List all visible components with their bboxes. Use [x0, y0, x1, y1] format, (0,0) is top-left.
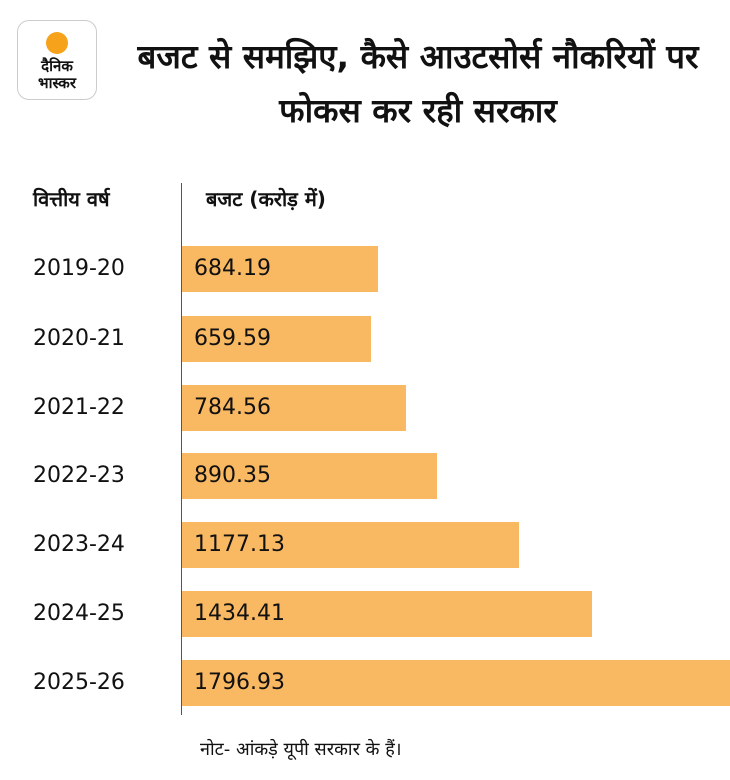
bar-row: 2023-24 1177.13 [0, 522, 730, 568]
bar [182, 246, 378, 292]
bar [182, 660, 730, 706]
value-label: 1434.41 [194, 601, 285, 626]
bar [182, 453, 437, 499]
chart-title: बजट से समझिए, कैसे आउटसोर्स नौकरियों पर … [137, 37, 699, 130]
category-label: 2023-24 [33, 532, 125, 557]
value-label: 1177.13 [194, 532, 285, 557]
bar-row: 2021-22 784.56 [0, 385, 730, 431]
bar [182, 522, 519, 568]
bar [182, 385, 407, 431]
axis-line [181, 183, 182, 715]
category-label: 2020-21 [33, 326, 125, 351]
bar-row: 2019-20 684.19 [0, 246, 730, 292]
value-label: 890.35 [194, 463, 271, 488]
sun-icon [46, 32, 68, 54]
category-label: 2024-25 [33, 601, 125, 626]
category-label: 2019-20 [33, 256, 125, 281]
footnote: नोट- आंकड़े यूपी सरकार के हैं। [200, 739, 402, 760]
bar [182, 316, 371, 362]
dainik-bhaskar-logo: दैनिक भास्कर [17, 20, 97, 100]
category-label: 2025-26 [33, 670, 125, 695]
logo-line2: भास्कर [38, 74, 76, 92]
bar-row: 2020-21 659.59 [0, 316, 730, 362]
bar [182, 591, 593, 637]
y-axis-header: वित्तीय वर्ष [33, 187, 110, 211]
bar-row: 2024-25 1434.41 [0, 591, 730, 637]
bar-row: 2022-23 890.35 [0, 453, 730, 499]
value-label: 659.59 [194, 326, 271, 351]
value-label: 684.19 [194, 256, 271, 281]
x-axis-header: बजट (करोड़ में) [206, 187, 326, 211]
value-label: 1796.93 [194, 670, 285, 695]
category-label: 2021-22 [33, 395, 125, 420]
bar-row: 2025-26 1796.93 [0, 660, 730, 706]
category-label: 2022-23 [33, 463, 125, 488]
logo-line1: दैनिक [41, 57, 73, 75]
value-label: 784.56 [194, 395, 271, 420]
